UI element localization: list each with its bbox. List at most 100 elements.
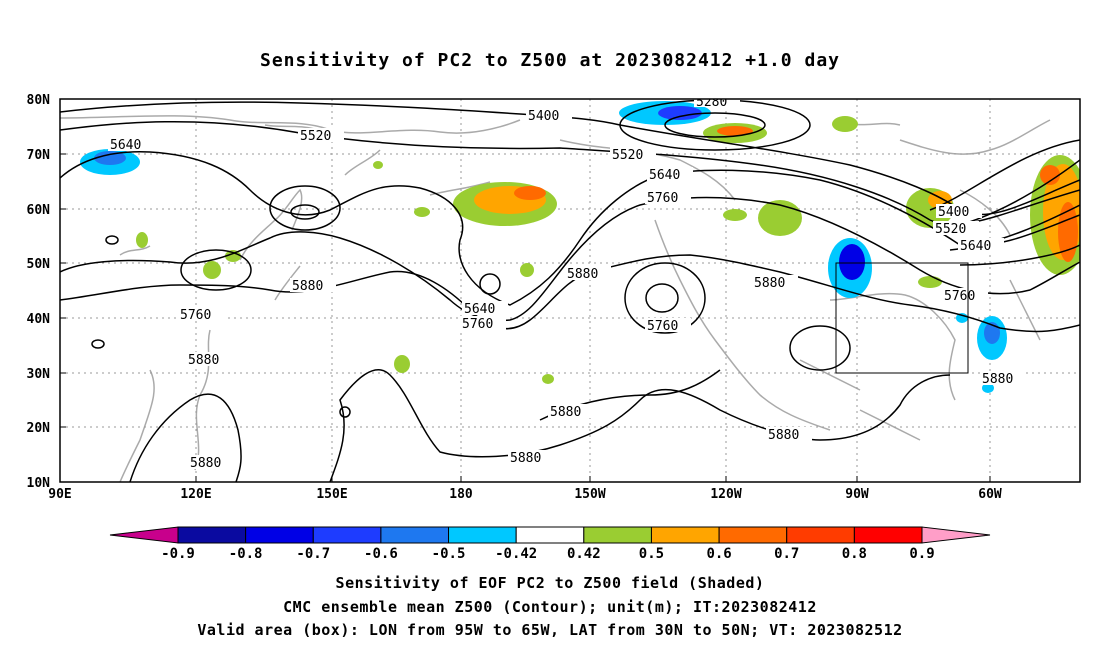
- caption-line-3: Valid area (box): LON from 95W to 65W, L…: [197, 621, 903, 639]
- colorbar-cell: [312, 526, 382, 544]
- contour-label-5640-e: 5640: [960, 239, 991, 254]
- contour-high-pacific: [269, 185, 341, 231]
- pos-blob-small-1: [136, 232, 148, 248]
- contour-high-west: [180, 249, 252, 291]
- lon-label-180: 180: [449, 487, 473, 502]
- lat-label-60n: 60N: [27, 203, 51, 218]
- contour-east-1: [929, 139, 1080, 211]
- lat-label-40n: 40N: [27, 312, 51, 327]
- colorbar-label: -0.9: [161, 546, 195, 562]
- colorbar-label: -0.8: [229, 546, 263, 562]
- lon-label-60w: 60W: [978, 487, 1002, 502]
- contour-label-5520-e: 5520: [935, 222, 966, 237]
- contour-label-5880-c: 5880: [567, 267, 598, 282]
- contour-small-3: [91, 339, 105, 349]
- lon-label-150e: 150E: [316, 487, 347, 502]
- contour-label-5400-e: 5400: [938, 205, 969, 220]
- colorbar-cell: [786, 526, 855, 544]
- lat-lon-grid: [60, 99, 1080, 482]
- lon-label-90e: 90E: [48, 487, 71, 502]
- pos-blob-canada: [758, 200, 802, 236]
- pos-blob-east-top: [1040, 165, 1060, 185]
- colorbar-cell: [718, 526, 788, 544]
- map-frame: [60, 99, 1080, 482]
- pos-blob-small-8: [394, 355, 410, 373]
- contour-5400-ring: [664, 112, 766, 138]
- contour-label-5880-sw: 5880: [188, 353, 219, 368]
- map-title: Sensitivity of PC2 to Z500 at 2023082412…: [259, 50, 840, 71]
- contour-label-5760-w: 5760: [180, 308, 211, 323]
- pos-blob-small-10: [918, 276, 942, 288]
- contour-low-central-inner: [645, 283, 679, 313]
- pos-blob-small-7: [723, 209, 747, 221]
- neg-blob-small2: [982, 383, 994, 393]
- lat-label-30n: 30N: [27, 367, 51, 382]
- contour-label-5520-n: 5520: [300, 129, 331, 144]
- pos-blob-small-4: [414, 207, 430, 217]
- colorbar-label: -0.6: [364, 546, 398, 562]
- contour-label-5520-c: 5520: [612, 148, 643, 163]
- contour-5640: [60, 151, 1080, 306]
- colorbar-label: 0.6: [706, 546, 731, 562]
- colorbar-label: -0.7: [296, 546, 330, 562]
- pos-blob-north-core: [717, 126, 753, 136]
- colorbar-cell: [245, 526, 314, 544]
- colorbar-label: 0.5: [639, 546, 664, 562]
- pos-blob-small-5: [520, 263, 534, 277]
- pos-blob-small-11: [373, 161, 383, 169]
- axis-ticks: [60, 98, 991, 483]
- neg-blob-north-core: [658, 106, 702, 120]
- contour-label-5760-c: 5760: [647, 191, 678, 206]
- lat-label-80n: 80N: [27, 93, 51, 108]
- neg-blob-nw-core: [94, 151, 126, 165]
- colorbar: -0.9 -0.8 -0.7 -0.6 -0.5 -0.42 0.42 0.5 0.6 0.7 0.…: [109, 526, 991, 562]
- contour-label-5880-s3: 5880: [510, 451, 541, 466]
- contour-label-5880-e: 5880: [754, 276, 785, 291]
- colorbar-cell: [448, 526, 517, 544]
- colorbar-end-low: [109, 526, 179, 544]
- lat-label-70n: 70N: [27, 148, 51, 163]
- colorbar-cell: [650, 526, 720, 544]
- contour-small-4: [339, 406, 351, 418]
- caption-line-2: CMC ensemble mean Z500 (Contour); unit(m…: [283, 598, 817, 616]
- lat-labels: 80N 70N 60N 50N 40N 30N 20N 10N: [27, 93, 51, 491]
- lon-label-150w: 150W: [574, 487, 605, 502]
- contour-small-2: [105, 235, 119, 245]
- colorbar-label: 0.7: [774, 546, 799, 562]
- contour-5760: [60, 196, 1080, 322]
- contour-small-5: [789, 325, 851, 371]
- contour-label-5880-s1: 5880: [550, 405, 581, 420]
- caption-line-1: Sensitivity of EOF PC2 to Z500 field (Sh…: [335, 574, 765, 592]
- colorbar-cell: [380, 526, 450, 544]
- contour-5880-south-1: [129, 393, 242, 482]
- valid-area-box: [835, 262, 969, 374]
- pos-blob-dateline-core: [514, 186, 546, 200]
- contour-label-5760-low: 5760: [647, 319, 678, 334]
- contour-5880-south-2: [329, 369, 951, 482]
- neg-blob-greatlakes-core: [839, 244, 865, 280]
- colorbar-cell: [583, 526, 652, 544]
- lon-label-120w: 120W: [710, 487, 741, 502]
- coastlines: [60, 115, 1051, 482]
- pos-blob-small-6: [832, 116, 858, 132]
- lon-label-90w: 90W: [845, 487, 869, 502]
- colorbar-label: -0.42: [495, 546, 537, 562]
- contour-label-5880-sw2: 5880: [190, 456, 221, 471]
- pos-blob-small-9: [542, 374, 554, 384]
- contour-label-5880-se: 5880: [982, 372, 1013, 387]
- colorbar-label: 0.8: [842, 546, 867, 562]
- contour-label-5880-w: 5880: [292, 279, 323, 294]
- contour-label-5880-s2: 5880: [768, 428, 799, 443]
- contour-high-pacific-inner: [290, 204, 320, 220]
- contour-label-5760-pac: 5760: [462, 317, 493, 332]
- lon-labels: 90E 120E 150E 180 150W 120W 90W 60W: [48, 487, 1002, 502]
- colorbar-cell: [853, 526, 923, 544]
- contour-label-5640-pac: 5640: [464, 302, 495, 317]
- contour-label-5400-n: 5400: [528, 109, 559, 124]
- contour-label-5640-c: 5640: [649, 168, 680, 183]
- contour-5880: [60, 254, 1080, 333]
- colorbar-label: 0.42: [567, 546, 601, 562]
- map-border: [59, 98, 1081, 483]
- colorbar-cell: [515, 526, 585, 544]
